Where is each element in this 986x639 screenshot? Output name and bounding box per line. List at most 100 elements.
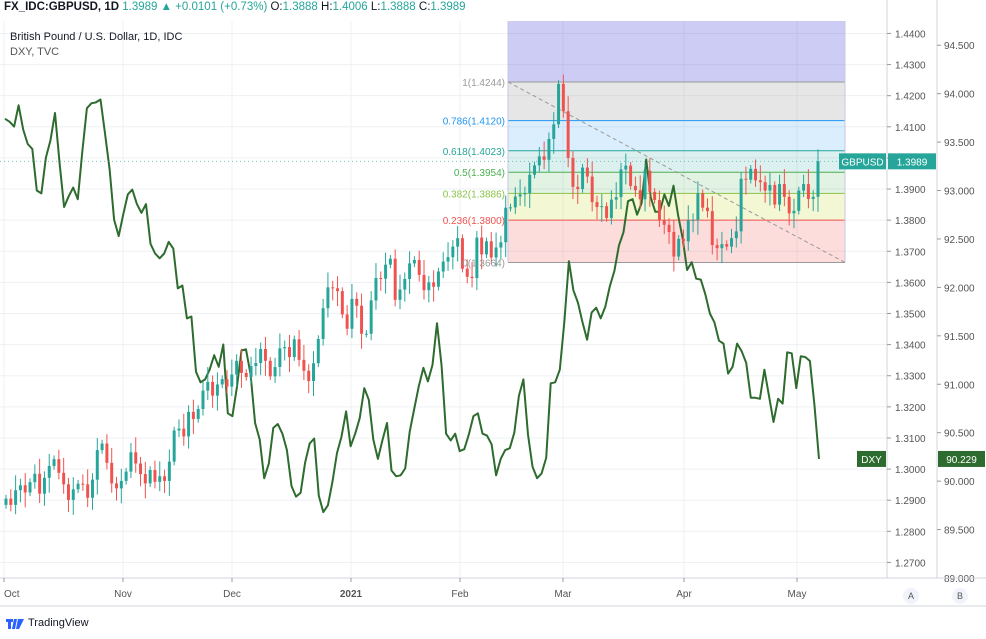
candle-body	[273, 367, 277, 377]
candle	[9, 489, 13, 512]
dxy-name-tag-label: DXY	[861, 455, 882, 466]
price-tick-label: 1.3400	[895, 341, 926, 352]
candle-body	[393, 258, 397, 300]
candle-body	[773, 184, 777, 205]
candle	[345, 305, 349, 336]
fib-label-0.382: 0.382(1.3886)	[443, 189, 505, 200]
candle-body	[504, 207, 508, 243]
candle-body	[436, 271, 440, 287]
candle	[139, 456, 143, 487]
candle	[355, 292, 359, 318]
candle	[730, 228, 734, 254]
candle	[595, 195, 599, 220]
candle-body	[460, 238, 464, 269]
candle-body	[484, 241, 488, 255]
candle-body	[278, 348, 282, 368]
candle	[196, 405, 200, 423]
time-tick-label: May	[788, 589, 807, 600]
candle	[489, 231, 493, 265]
symbol-name[interactable]: FX_IDC:GBPUSD, 1D	[4, 1, 120, 13]
main-series-legend[interactable]: British Pound / U.S. Dollar, 1D, IDC	[10, 31, 183, 43]
candle-body	[581, 167, 585, 190]
candle	[484, 237, 488, 259]
candle-body	[283, 347, 287, 349]
candle-body	[816, 161, 820, 197]
candle	[706, 198, 709, 218]
axis-b-button[interactable]: B	[952, 588, 968, 604]
candle-body	[619, 169, 623, 198]
candle	[225, 369, 229, 394]
candle	[244, 369, 248, 381]
fib-label-0.236: 0.236(1.3800)	[443, 216, 505, 227]
fibonacci-labels: 1(1.4244) 0.786(1.4120) 0.618(1.4023) 0.5(1…	[443, 78, 505, 269]
candle-body	[225, 379, 229, 387]
fib-label-0.786: 0.786(1.4120)	[443, 117, 505, 128]
candle-body	[95, 450, 99, 480]
candle-body	[561, 83, 565, 112]
candle	[739, 172, 743, 244]
candle	[388, 255, 392, 269]
dxy-tick-label: 94.500	[944, 41, 975, 52]
dxy-tick-label: 91.500	[944, 332, 975, 343]
candle	[182, 413, 186, 446]
candle	[307, 364, 311, 394]
fib-trend-line	[507, 81, 846, 263]
candle	[619, 162, 623, 210]
time-tick-label: Dec	[223, 589, 241, 600]
candle	[95, 437, 99, 495]
candle-body	[350, 298, 354, 329]
candle	[350, 283, 354, 339]
candle	[412, 256, 416, 268]
candle	[749, 165, 753, 184]
time-axis[interactable]: Oct Nov Dec 2021 Feb Mar Apr May	[0, 577, 986, 607]
candle-body	[701, 193, 705, 208]
price-axes[interactable]: 1.44001.43001.42001.41001.40001.39001.38…	[886, 0, 986, 639]
candle	[143, 461, 147, 499]
candle-body	[638, 190, 642, 200]
candle-body	[662, 220, 666, 225]
candle-body	[163, 476, 167, 481]
candle	[211, 375, 215, 408]
candle-body	[518, 194, 522, 197]
candle	[653, 188, 657, 204]
brand-name: TradingView	[28, 617, 89, 629]
axis-a-button[interactable]: A	[903, 588, 919, 604]
candle-body	[686, 220, 690, 242]
candle	[451, 240, 455, 270]
gbpusd-price-tag	[888, 153, 936, 170]
candle-body	[725, 244, 729, 247]
candle	[710, 196, 714, 255]
candle-body	[422, 274, 426, 291]
candle	[456, 226, 460, 262]
candle	[340, 287, 344, 319]
candle-body	[571, 157, 575, 187]
gbpusd-series	[4, 74, 820, 515]
candle-body	[465, 268, 469, 277]
symbol-header: FX_IDC:GBPUSD, 1D 1.3989 ▲ +0.0101 (+0.7…	[4, 1, 466, 13]
candle	[782, 169, 786, 207]
candle-body	[230, 374, 234, 387]
candle	[86, 469, 90, 508]
candle-body	[557, 83, 561, 125]
candle-body	[408, 263, 412, 279]
price-tick-label: 1.2800	[895, 527, 926, 538]
candle-body	[355, 298, 359, 306]
candle-body	[71, 489, 75, 500]
tradingview-logo[interactable]: TradingView	[6, 617, 89, 629]
candle	[215, 372, 219, 411]
candle-body	[124, 471, 128, 481]
candle	[648, 158, 652, 207]
candle-body	[388, 258, 392, 265]
dxy-tick-label: 90.000	[944, 477, 975, 488]
price-tick-label: 1.3000	[895, 465, 926, 476]
dxy-tick-label: 90.500	[944, 429, 975, 440]
gbpusd-name-tag	[839, 153, 886, 170]
candle-body	[42, 477, 46, 494]
candle	[316, 335, 320, 368]
candle	[134, 437, 138, 473]
dxy-series-legend[interactable]: DXY, TVC	[10, 46, 60, 58]
candle-body	[345, 314, 349, 329]
candle-body	[528, 174, 532, 194]
candle-body	[417, 259, 421, 275]
